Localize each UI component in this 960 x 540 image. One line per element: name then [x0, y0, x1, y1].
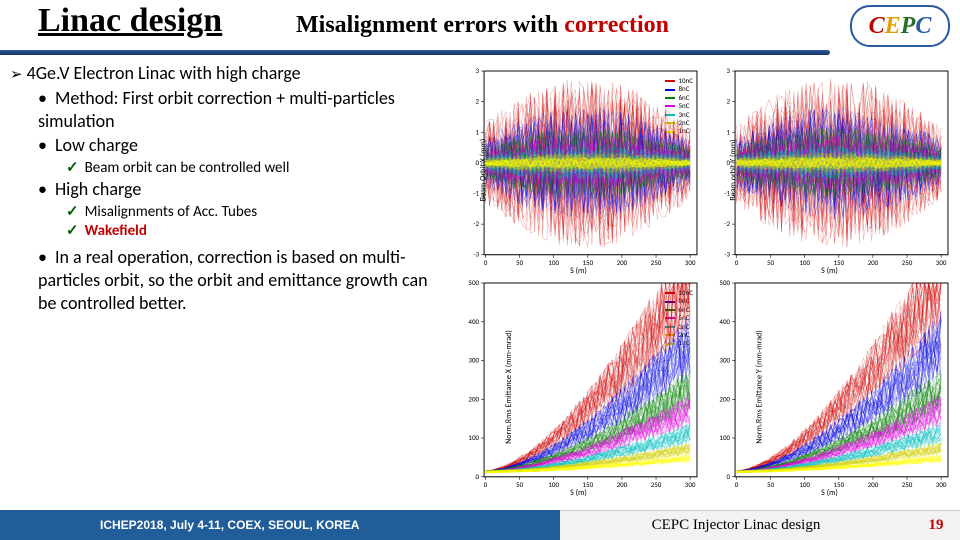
svg-text:200: 200: [617, 258, 628, 267]
svg-text:-2: -2: [473, 219, 479, 228]
svg-text:100: 100: [719, 433, 730, 442]
svg-text:2: 2: [476, 97, 480, 106]
logo-letter-c2: C: [915, 13, 931, 39]
logo-letter-c: C: [869, 13, 885, 39]
svg-text:250: 250: [651, 258, 662, 267]
title-bar: Linac design Misalignment errors with co…: [0, 0, 960, 55]
svg-text:500: 500: [468, 278, 479, 287]
svg-text:2: 2: [727, 97, 731, 106]
bullet-highcharge: High charge: [38, 178, 450, 201]
footer: ICHEP2018, July 4-11, COEX, SEOUL, KOREA…: [0, 510, 960, 540]
svg-text:400: 400: [719, 317, 730, 326]
svg-text:150: 150: [582, 258, 593, 267]
svg-text:200: 200: [868, 258, 879, 267]
bullet-method: Method: First orbit correction + multi-p…: [38, 87, 450, 134]
title-sub: Misalignment errors with correction: [296, 12, 669, 39]
svg-text:1: 1: [727, 127, 731, 136]
bullet-realop: In a real operation, correction is based…: [38, 246, 450, 316]
svg-text:300: 300: [719, 356, 730, 365]
svg-text:200: 200: [719, 394, 730, 403]
chart-emittance-x: Norm.Rms Emittance X (mm-mrad) S (m) 10n…: [454, 277, 703, 497]
bullet-lowcharge: Low charge: [38, 134, 450, 157]
logo-letter-e: E: [885, 13, 901, 39]
chart-orbit-y: Beam orbit Y (mm) S (m) 0501001502002503…: [705, 65, 954, 275]
svg-text:150: 150: [833, 258, 844, 267]
svg-text:0: 0: [727, 158, 731, 167]
check-beamorbit: Beam orbit can be controlled well: [66, 159, 450, 179]
svg-text:300: 300: [685, 258, 696, 267]
svg-text:500: 500: [719, 278, 730, 287]
svg-text:200: 200: [468, 394, 479, 403]
svg-text:300: 300: [468, 356, 479, 365]
chart-emittance-y: Norm.Rms Emittance Y (mm-mrad) S (m) 050…: [705, 277, 954, 497]
svg-text:250: 250: [902, 258, 913, 267]
charts-grid: Beam Orbit X (mm) S (m) 10nC8nC6nC5nC3nC…: [454, 65, 954, 495]
svg-text:0: 0: [476, 158, 480, 167]
footer-page: 19: [912, 510, 960, 540]
title-sub-prefix: Misalignment errors with: [296, 12, 564, 38]
svg-text:0: 0: [735, 258, 739, 267]
svg-text:100: 100: [548, 258, 559, 267]
svg-text:-1: -1: [473, 189, 479, 198]
check-misalign: Misalignments of Acc. Tubes: [66, 203, 450, 223]
svg-text:3: 3: [476, 66, 480, 75]
svg-text:300: 300: [936, 258, 947, 267]
heading-4gev: 4Ge.V Electron Linac with high charge: [10, 62, 450, 86]
title-underline: [0, 50, 830, 55]
chart-orbit-x: Beam Orbit X (mm) S (m) 10nC8nC6nC5nC3nC…: [454, 65, 703, 275]
svg-text:50: 50: [767, 258, 775, 267]
svg-text:-3: -3: [473, 250, 479, 259]
footer-title: CEPC Injector Linac design: [560, 510, 912, 540]
svg-text:-1: -1: [724, 189, 730, 198]
logo-letter-p: P: [901, 13, 916, 39]
cepc-logo: CEPC: [850, 5, 950, 47]
title-sub-red: correction: [564, 12, 669, 38]
svg-text:3: 3: [727, 66, 731, 75]
svg-text:-2: -2: [724, 219, 730, 228]
svg-text:100: 100: [468, 433, 479, 442]
svg-text:100: 100: [799, 258, 810, 267]
svg-text:400: 400: [468, 317, 479, 326]
svg-text:1: 1: [476, 127, 480, 136]
footer-conf: ICHEP2018, July 4-11, COEX, SEOUL, KOREA: [0, 510, 560, 540]
svg-text:-3: -3: [724, 250, 730, 259]
svg-text:50: 50: [516, 258, 524, 267]
check-wakefield: Wakefield: [66, 222, 450, 242]
content-text: 4Ge.V Electron Linac with high charge Me…: [10, 62, 450, 316]
title-main: Linac design: [38, 2, 222, 40]
svg-text:0: 0: [484, 258, 488, 267]
